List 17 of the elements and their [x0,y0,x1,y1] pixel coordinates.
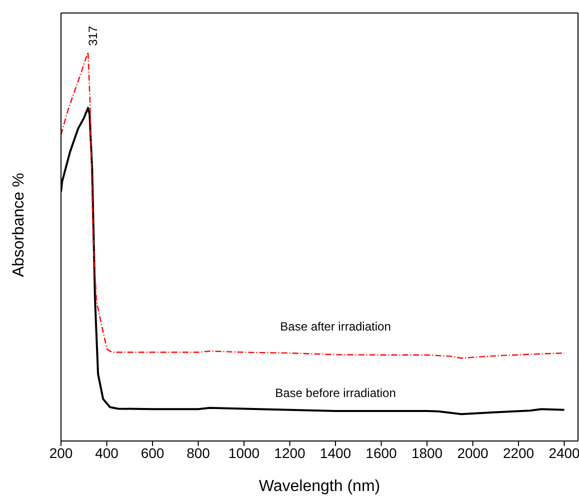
x-tick-label: 1000 [228,444,260,461]
x-axis-title: Wavelength (nm) [258,478,380,495]
x-tick-label: 600 [140,444,164,461]
x-tick-label: 2400 [548,444,579,461]
series-label: Base before irradiation [275,386,396,400]
x-tick-label: 1600 [366,444,398,461]
x-tick-label: 200 [49,444,73,461]
x-tick-label: 1400 [320,444,352,461]
x-tick-label: 400 [95,444,119,461]
x-tick-label: 2200 [502,444,534,461]
x-tick-label: 1200 [274,444,306,461]
x-tick-label: 800 [186,444,210,461]
annotation: 317 [86,26,100,46]
y-axis-title: Absorbance % [10,172,28,277]
x-tick-label: 2000 [457,444,489,461]
series-label: Base after irradiation [280,320,391,334]
x-tick-label: 1800 [411,444,443,461]
